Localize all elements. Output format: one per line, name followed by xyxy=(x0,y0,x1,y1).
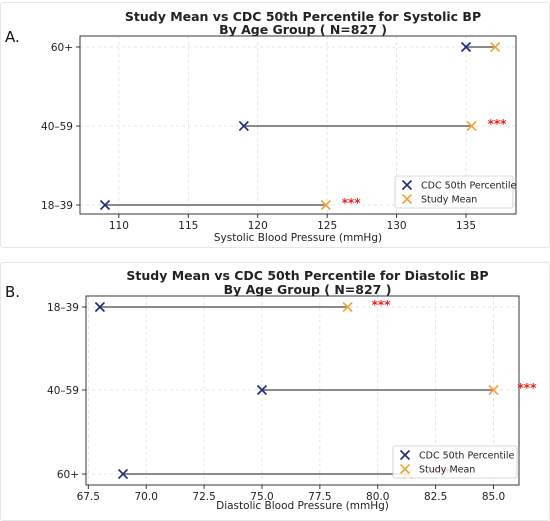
legend-marker-stroke-b xyxy=(399,463,411,475)
x-tick-label: 80.0 xyxy=(366,491,389,503)
y-tick-label: 18–39 xyxy=(47,302,79,314)
legend-marker xyxy=(399,463,411,475)
study-mean-marker xyxy=(320,199,331,211)
plot-area xyxy=(79,35,517,215)
x-tick-label: 135 xyxy=(456,220,476,232)
cdc-marker-stroke-b xyxy=(94,301,105,313)
y-tick-label: 60+ xyxy=(57,469,79,481)
cdc-marker-stroke-b xyxy=(460,41,472,53)
study-mean-marker xyxy=(490,41,501,53)
y-tick-label: 40–59 xyxy=(41,121,73,133)
legend-marker-stroke-b xyxy=(401,193,413,205)
cdc-marker xyxy=(238,120,249,132)
x-axis-label: Systolic Blood Pressure (mmHg) xyxy=(214,232,382,244)
cdc-marker xyxy=(256,384,268,396)
x-tick-label: 130 xyxy=(387,220,407,232)
study-mean-marker-stroke-b xyxy=(466,120,477,132)
significance-annotation: *** xyxy=(372,298,392,312)
x-tick-label: 67.5 xyxy=(77,491,100,503)
panel-b-label: B. xyxy=(5,283,21,301)
panel-a-label: A. xyxy=(5,28,20,46)
legend-entry-label: Study Mean xyxy=(421,195,477,206)
y-tick-label: 40–59 xyxy=(47,385,79,397)
x-tick-label: 85.0 xyxy=(482,491,505,503)
significance-annotation: *** xyxy=(342,196,362,210)
x-tick-label: 110 xyxy=(109,220,129,232)
legend: CDC 50th Percentile Study Mean xyxy=(394,175,516,209)
study-mean-marker-stroke-b xyxy=(342,301,353,313)
cdc-marker xyxy=(94,301,105,313)
chart-systolic: Study Mean vs CDC 50th Percentile for Sy… xyxy=(41,9,516,244)
legend-entry-label: CDC 50th Percentile xyxy=(421,181,516,192)
x-axis-label: Diastolic Blood Pressure (mmHg) xyxy=(216,500,389,512)
plot-area xyxy=(85,295,520,486)
legend-marker xyxy=(399,449,411,461)
y-tick-label: 18–39 xyxy=(41,200,73,212)
legend-box xyxy=(394,175,514,209)
legend-box xyxy=(392,445,518,479)
x-tick-label: 75.0 xyxy=(250,491,273,503)
study-mean-marker-stroke-b xyxy=(488,384,499,396)
chart-title: Study Mean vs CDC 50th Percentile for Sy… xyxy=(125,9,481,24)
chart-subtitle: By Age Group ( N=827 ) xyxy=(219,22,387,37)
legend-marker-stroke-b xyxy=(401,179,413,191)
cdc-marker-stroke-b xyxy=(117,468,129,480)
x-tick-label: 77.5 xyxy=(308,491,331,503)
cdc-marker-stroke-b xyxy=(238,120,249,132)
y-tick-label: 60+ xyxy=(51,42,73,54)
legend-entry-label: Study Mean xyxy=(419,465,475,476)
x-tick-label: 72.5 xyxy=(192,491,215,503)
legend-marker-stroke-b xyxy=(399,449,411,461)
legend-marker xyxy=(401,193,413,205)
study-mean-marker xyxy=(342,301,353,313)
cdc-marker xyxy=(460,41,472,53)
study-mean-marker-stroke-b xyxy=(320,199,331,211)
cdc-marker xyxy=(99,199,111,211)
study-mean-marker xyxy=(488,384,499,396)
study-mean-marker xyxy=(466,120,477,132)
x-tick-label: 115 xyxy=(178,220,198,232)
significance-annotation: *** xyxy=(488,117,508,131)
x-tick-label: 120 xyxy=(248,220,268,232)
chart-subtitle: By Age Group ( N=827 ) xyxy=(224,282,392,297)
legend-marker xyxy=(401,179,413,191)
cdc-marker-stroke-b xyxy=(256,384,268,396)
study-mean-marker-stroke-b xyxy=(490,41,501,53)
chart-title: Study Mean vs CDC 50th Percentile for Di… xyxy=(126,268,488,283)
legend-entry-label: CDC 50th Percentile xyxy=(419,451,514,462)
legend: CDC 50th Percentile Study Mean xyxy=(392,445,518,479)
x-tick-label: 82.5 xyxy=(424,491,447,503)
chart-diastolic: Study Mean vs CDC 50th Percentile for Di… xyxy=(47,268,537,512)
significance-annotation: *** xyxy=(518,381,538,395)
cdc-marker-stroke-b xyxy=(99,199,111,211)
cdc-marker xyxy=(117,468,129,480)
x-tick-label: 125 xyxy=(317,220,337,232)
x-tick-label: 70.0 xyxy=(135,491,158,503)
